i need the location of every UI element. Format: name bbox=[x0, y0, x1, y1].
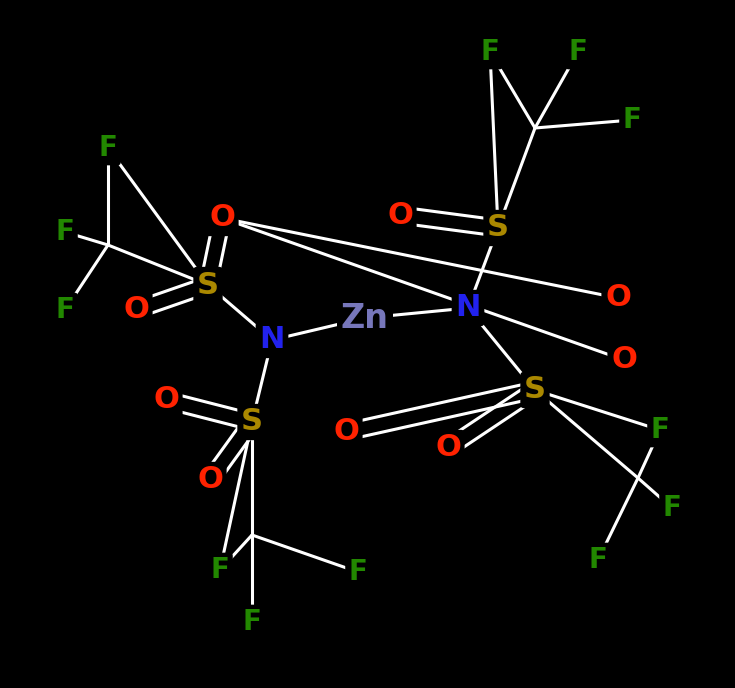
Text: F: F bbox=[623, 106, 642, 134]
Text: F: F bbox=[589, 546, 607, 574]
Text: F: F bbox=[243, 608, 262, 636]
Text: O: O bbox=[387, 200, 413, 230]
Text: O: O bbox=[153, 385, 179, 414]
Text: O: O bbox=[605, 283, 631, 312]
Text: F: F bbox=[569, 38, 587, 66]
Text: O: O bbox=[333, 418, 359, 447]
Text: F: F bbox=[650, 416, 670, 444]
Text: O: O bbox=[435, 433, 461, 462]
Text: O: O bbox=[197, 466, 223, 495]
Text: N: N bbox=[259, 325, 284, 354]
Text: Zn: Zn bbox=[341, 301, 389, 334]
Text: S: S bbox=[197, 270, 219, 299]
Text: F: F bbox=[56, 218, 74, 246]
Text: F: F bbox=[662, 494, 681, 522]
Text: F: F bbox=[481, 38, 500, 66]
Text: F: F bbox=[210, 556, 229, 584]
Text: N: N bbox=[455, 294, 481, 323]
Text: O: O bbox=[209, 204, 235, 233]
Text: S: S bbox=[487, 213, 509, 242]
Text: F: F bbox=[98, 134, 118, 162]
Text: S: S bbox=[241, 407, 263, 436]
Text: F: F bbox=[348, 558, 368, 586]
Text: S: S bbox=[524, 376, 546, 405]
Text: O: O bbox=[123, 296, 149, 325]
Text: F: F bbox=[56, 296, 74, 324]
Text: O: O bbox=[611, 345, 637, 374]
